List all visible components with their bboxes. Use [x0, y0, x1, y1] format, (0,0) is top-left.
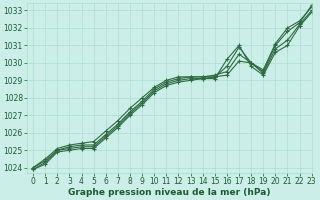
X-axis label: Graphe pression niveau de la mer (hPa): Graphe pression niveau de la mer (hPa): [68, 188, 271, 197]
